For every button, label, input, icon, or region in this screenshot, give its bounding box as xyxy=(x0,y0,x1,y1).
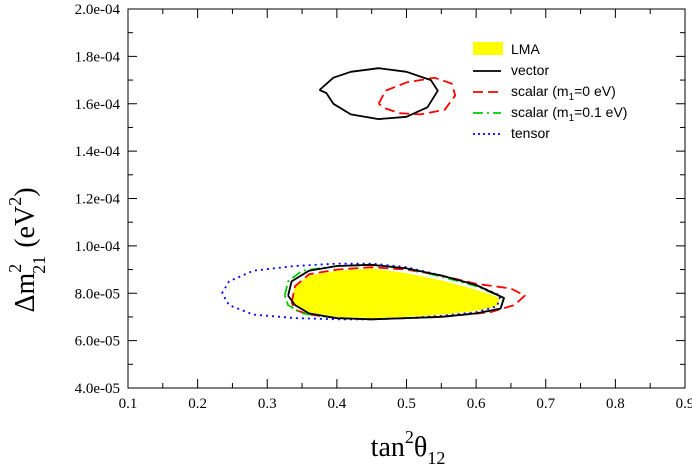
x-tick-label: 0.9 xyxy=(676,396,692,412)
x-tick-label: 0.2 xyxy=(188,396,207,412)
y-axis-title-units-close: ) xyxy=(10,187,41,196)
x-tick-label: 0.7 xyxy=(536,396,555,412)
series-vector-contour-2 xyxy=(287,263,505,321)
series-tensor-contour-1 xyxy=(221,262,502,321)
legend-swatch-lma xyxy=(473,42,503,55)
legend-label: scalar (m1=0.1 eV) xyxy=(511,104,627,124)
y-tick-label: 1.6e-04 xyxy=(75,97,121,113)
y-tick-label: 8.0e-05 xyxy=(75,286,120,302)
y-tick-label: 1.4e-04 xyxy=(75,144,121,160)
y-tick-label: 1.0e-04 xyxy=(75,239,121,255)
legend-label: vector xyxy=(511,62,549,78)
series-layer xyxy=(221,67,526,321)
legend-label: tensor xyxy=(511,125,550,141)
x-axis-title-symbol: θ xyxy=(414,432,427,463)
x-tick-label: 0.5 xyxy=(397,396,416,412)
series-vector-contour-1 xyxy=(318,67,439,120)
y-axis-title: Δm2 21(eV2) xyxy=(5,187,49,312)
y-tick-label: 1.2e-04 xyxy=(75,192,121,208)
x-axis-title-base: tan xyxy=(371,432,405,463)
legend-label: scalar (m1=0 eV) xyxy=(511,83,616,103)
y-axis-title-base: Δm xyxy=(10,273,41,313)
series-scalar-m1-0-ev-contour-1 xyxy=(377,76,457,116)
x-axis-title-sup: 2 xyxy=(405,427,414,447)
x-axis-ticks: 0.1 0.2 0.3 0.4 0.5 0.6 0.7 0.8 0.9 xyxy=(119,9,692,412)
y-axis-title-units-sup: 2 xyxy=(5,197,25,206)
y-axis-title-units: (eV xyxy=(10,206,41,248)
y-tick-label: 1.8e-04 xyxy=(75,49,121,65)
x-tick-label: 0.6 xyxy=(467,396,486,412)
x-tick-label: 0.3 xyxy=(258,396,277,412)
series-scalar-m1-0-ev-contour-2 xyxy=(290,266,526,321)
x-axis-title-sub: 12 xyxy=(427,448,445,468)
y-axis-title-sup: 2 xyxy=(5,264,25,273)
y-axis-title-sub: 21 xyxy=(29,256,49,274)
series-lma-region xyxy=(291,268,501,319)
x-tick-label: 0.8 xyxy=(606,396,625,412)
y-tick-label: 6.0e-05 xyxy=(75,334,120,350)
y-axis-ticks: 4.0e-05 6.0e-05 8.0e-05 1.0e-04 1.2e-04 1.4e-… xyxy=(75,2,685,397)
x-tick-label: 0.4 xyxy=(328,396,347,412)
x-tick-label: 0.1 xyxy=(119,396,138,412)
y-tick-label: 2.0e-04 xyxy=(75,2,121,18)
x-axis-title: tan2θ12 xyxy=(371,427,446,468)
legend: LMA vector scalar (m1=0 eV)scalar (m1=0.1 … xyxy=(473,41,627,141)
legend-label: LMA xyxy=(511,41,540,57)
y-tick-label: 4.0e-05 xyxy=(75,381,120,397)
